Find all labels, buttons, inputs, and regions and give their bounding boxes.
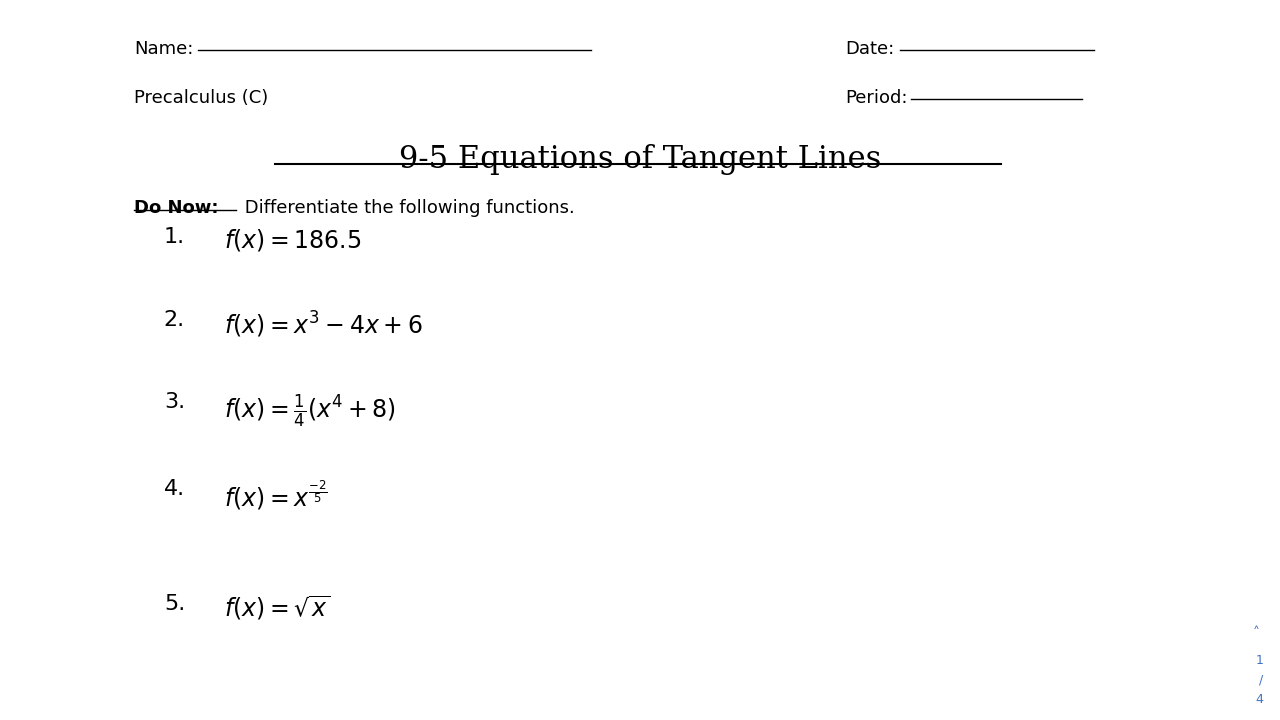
Text: Period:: Period:: [845, 89, 908, 107]
Text: $f(x) = \frac{1}{4}(x^4 + 8)$: $f(x) = \frac{1}{4}(x^4 + 8)$: [224, 392, 396, 430]
Text: 1: 1: [1256, 654, 1263, 667]
Text: Precalculus (C): Precalculus (C): [134, 89, 269, 107]
Text: 1.: 1.: [164, 227, 186, 247]
Text: $f(x) = x^{\frac{-2}{5}}$: $f(x) = x^{\frac{-2}{5}}$: [224, 479, 328, 512]
Text: $f(x) = x^3 - 4x + 6$: $f(x) = x^3 - 4x + 6$: [224, 310, 422, 340]
Text: 2.: 2.: [164, 310, 186, 330]
Text: $f(x) = \sqrt{x}$: $f(x) = \sqrt{x}$: [224, 594, 330, 622]
Text: ˄: ˄: [1253, 626, 1260, 640]
Text: 9-5 Equations of Tangent Lines: 9-5 Equations of Tangent Lines: [399, 144, 881, 175]
Text: 3.: 3.: [164, 392, 186, 413]
Text: 4: 4: [1256, 693, 1263, 706]
Text: Do Now:: Do Now:: [134, 199, 219, 217]
Text: 5.: 5.: [164, 594, 186, 614]
Text: $f(x) = 186.5$: $f(x) = 186.5$: [224, 227, 361, 253]
Text: Differentiate the following functions.: Differentiate the following functions.: [239, 199, 575, 217]
Text: 4.: 4.: [164, 479, 186, 499]
Text: Date:: Date:: [845, 40, 893, 58]
Text: Name:: Name:: [134, 40, 193, 58]
Text: /: /: [1260, 673, 1263, 686]
